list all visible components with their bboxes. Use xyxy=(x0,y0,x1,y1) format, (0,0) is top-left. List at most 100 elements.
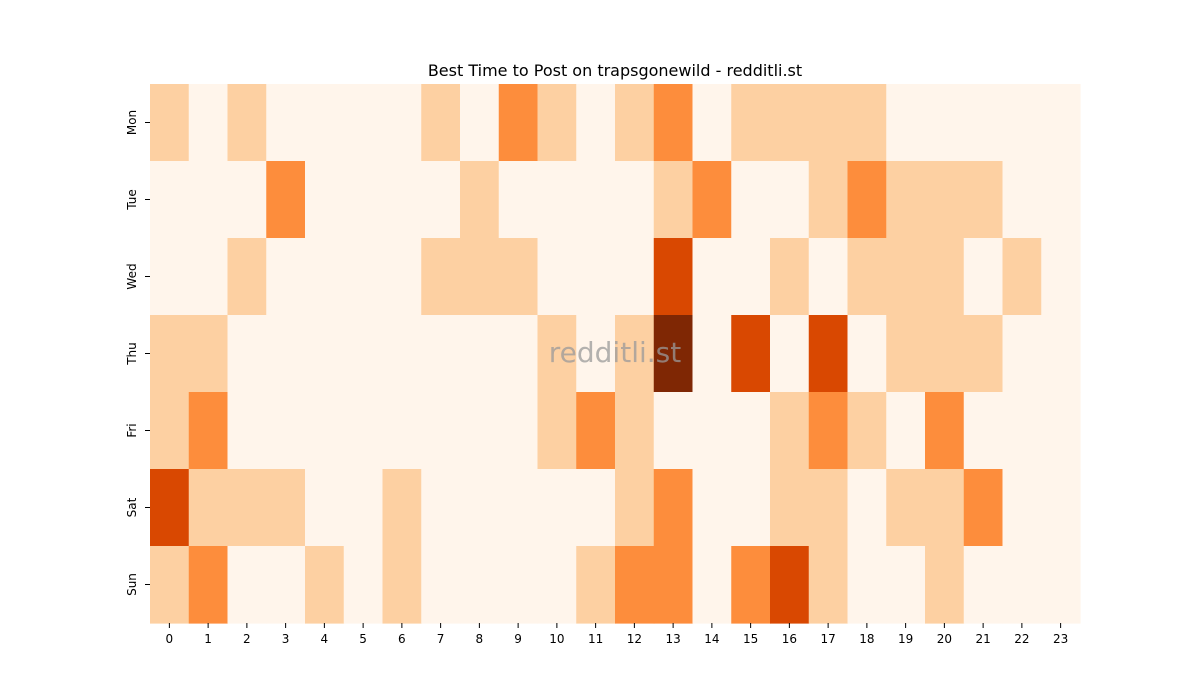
heatmap-cell xyxy=(382,315,422,393)
heatmap-cell xyxy=(537,238,577,316)
x-tick-label: 6 xyxy=(398,632,406,646)
x-tick-label: 15 xyxy=(743,632,758,646)
y-tick-label: Fri xyxy=(125,423,139,437)
heatmap-cell xyxy=(266,315,306,393)
heatmap-cell xyxy=(188,469,229,547)
heatmap-cell xyxy=(615,84,655,162)
heatmap-cell xyxy=(498,315,539,393)
heatmap-cell xyxy=(421,469,461,547)
heatmap-cell xyxy=(498,392,539,470)
heatmap-cell xyxy=(886,84,926,162)
heatmap-cell xyxy=(576,546,616,624)
x-tick-label: 1 xyxy=(204,632,212,646)
heatmap-cell xyxy=(653,161,694,239)
heatmap-cell xyxy=(421,315,461,393)
heatmap-cell xyxy=(731,238,771,316)
heatmap-cell xyxy=(343,84,384,162)
heatmap-cell xyxy=(421,392,461,470)
heatmap-cell xyxy=(305,469,345,547)
heatmap-cell xyxy=(770,84,810,162)
heatmap-cell xyxy=(808,315,849,393)
x-tick-label: 12 xyxy=(627,632,642,646)
heatmap-cell xyxy=(150,469,190,547)
heatmap-cell xyxy=(150,546,190,624)
heatmap-cell xyxy=(963,546,1004,624)
heatmap-cell xyxy=(925,469,965,547)
heatmap-cell xyxy=(770,469,810,547)
heatmap-cell xyxy=(150,392,190,470)
y-tick-label: Tue xyxy=(125,189,139,211)
watermark: redditli.st xyxy=(549,336,681,369)
heatmap-cell xyxy=(963,238,1004,316)
heatmap-cell xyxy=(460,84,500,162)
heatmap-cell xyxy=(692,546,732,624)
heatmap-cell xyxy=(1041,315,1081,393)
heatmap-cell xyxy=(537,315,577,393)
heatmap-cell xyxy=(1002,84,1042,162)
heatmap-cell xyxy=(576,469,616,547)
heatmap-cell xyxy=(576,161,616,239)
heatmap-cell xyxy=(266,392,306,470)
heatmap-cell xyxy=(886,469,926,547)
heatmap-cell xyxy=(847,392,887,470)
heatmap-cell xyxy=(1041,392,1081,470)
heatmap-cell xyxy=(537,546,577,624)
x-tick-label: 22 xyxy=(1014,632,1029,646)
heatmap-cell xyxy=(1041,161,1081,239)
heatmap-cell xyxy=(498,546,539,624)
heatmap-cell xyxy=(963,392,1004,470)
heatmap-cell xyxy=(925,161,965,239)
y-tick-label: Mon xyxy=(125,110,139,135)
heatmap-cell xyxy=(1002,392,1042,470)
heatmap-cell xyxy=(1002,238,1042,316)
heatmap-cell xyxy=(847,84,887,162)
heatmap-cell xyxy=(150,238,190,316)
heatmap-cell xyxy=(382,238,422,316)
x-tick-label: 13 xyxy=(665,632,680,646)
heatmap-cell xyxy=(847,469,887,547)
heatmap-cell xyxy=(731,161,771,239)
heatmap-cell xyxy=(188,392,229,470)
heatmap-cell xyxy=(576,84,616,162)
heatmap-cells xyxy=(150,84,1081,624)
heatmap-cell xyxy=(576,392,616,470)
heatmap-cell xyxy=(188,84,229,162)
heatmap-cell xyxy=(847,315,887,393)
y-tick-label: Wed xyxy=(125,263,139,289)
heatmap-cell xyxy=(808,238,849,316)
heatmap-cell xyxy=(382,392,422,470)
heatmap-cell xyxy=(266,469,306,547)
heatmap-cell xyxy=(188,238,229,316)
heatmap-cell xyxy=(460,315,500,393)
heatmap-cell xyxy=(460,392,500,470)
heatmap-cell xyxy=(382,84,422,162)
heatmap-cell xyxy=(925,392,965,470)
heatmap-cell xyxy=(692,469,732,547)
heatmap-cell xyxy=(963,469,1004,547)
heatmap-cell xyxy=(343,238,384,316)
heatmap-cell xyxy=(266,161,306,239)
heatmap-cell xyxy=(692,161,732,239)
x-tick-label: 4 xyxy=(321,632,329,646)
heatmap-cell xyxy=(615,469,655,547)
heatmap-cell xyxy=(227,546,267,624)
heatmap-cell xyxy=(343,469,384,547)
heatmap-cell xyxy=(537,161,577,239)
heatmap-cell xyxy=(731,392,771,470)
heatmap-cell xyxy=(382,469,422,547)
heatmap-cell xyxy=(537,84,577,162)
x-tick-label: 18 xyxy=(859,632,874,646)
heatmap-cell xyxy=(227,161,267,239)
heatmap-cell xyxy=(808,84,849,162)
heatmap-cell xyxy=(808,546,849,624)
heatmap-cell xyxy=(653,238,694,316)
heatmap-cell xyxy=(576,315,616,393)
heatmap-cell xyxy=(925,238,965,316)
heatmap-cell xyxy=(1041,469,1081,547)
heatmap-cell xyxy=(886,546,926,624)
heatmap-cell xyxy=(305,84,345,162)
heatmap-cell xyxy=(498,238,539,316)
heatmap-cell xyxy=(692,315,732,393)
heatmap-cell xyxy=(731,469,771,547)
heatmap-cell xyxy=(266,238,306,316)
